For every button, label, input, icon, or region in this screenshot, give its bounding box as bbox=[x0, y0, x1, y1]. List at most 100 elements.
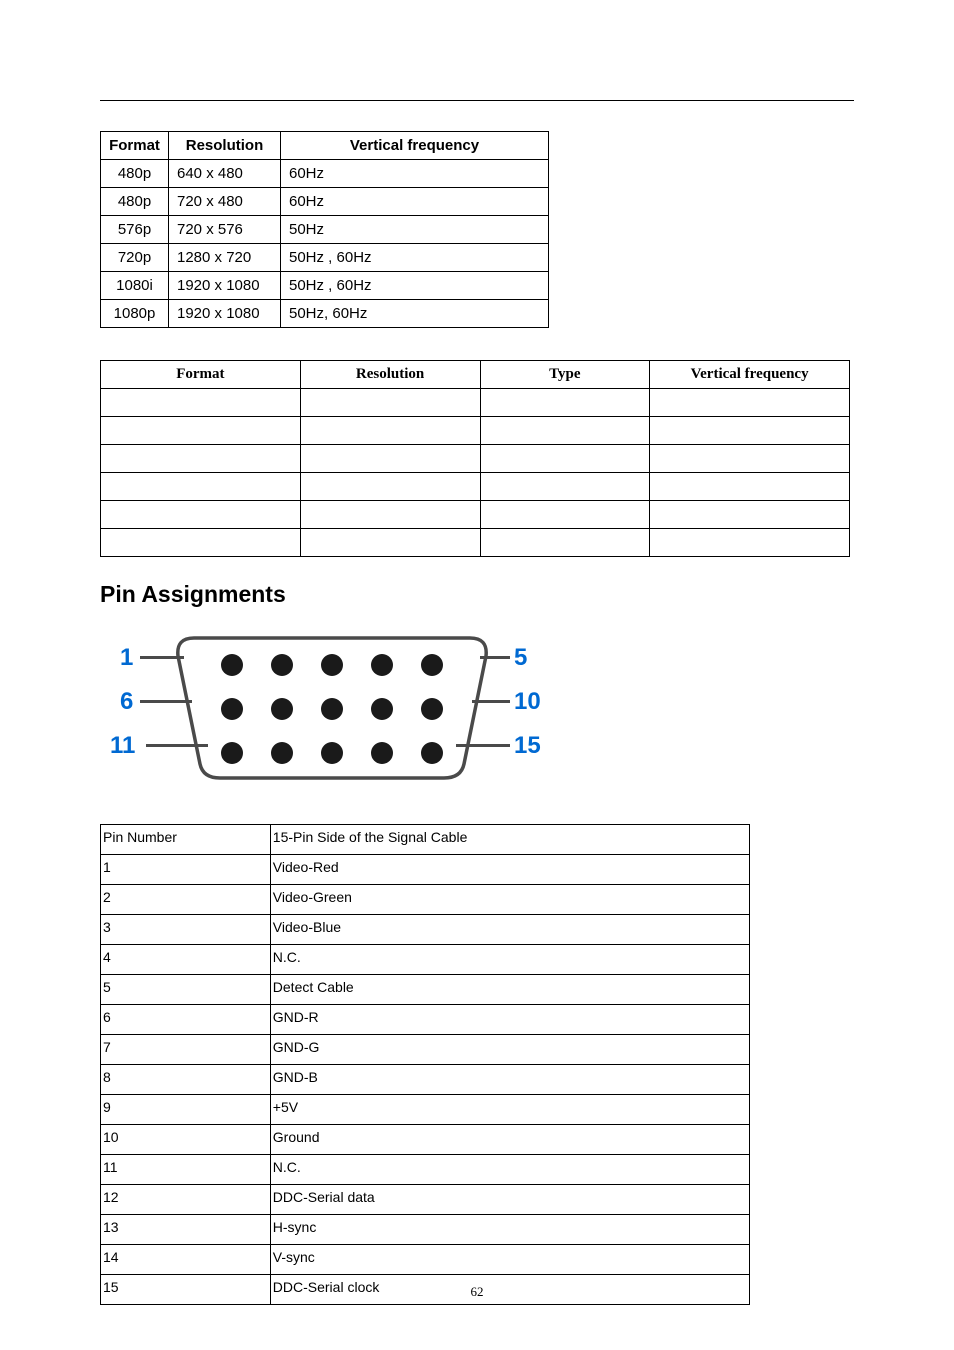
table-row: 10Ground bbox=[101, 1125, 750, 1155]
table-row: 11N.C. bbox=[101, 1155, 750, 1185]
table-row bbox=[101, 389, 850, 417]
table-row bbox=[101, 473, 850, 501]
t1-cell: 480p bbox=[101, 160, 169, 188]
t3-cell-pin: 11 bbox=[101, 1155, 271, 1185]
table-row: 2Video-Green bbox=[101, 885, 750, 915]
t2-cell bbox=[101, 445, 301, 473]
t2-cell bbox=[101, 529, 301, 557]
t3-cell-desc: GND-G bbox=[270, 1035, 749, 1065]
t2-cell bbox=[300, 417, 480, 445]
t1-cell: 50Hz , 60Hz bbox=[281, 272, 549, 300]
t3-cell-pin: 6 bbox=[101, 1005, 271, 1035]
t1-cell: 1080i bbox=[101, 272, 169, 300]
t3-cell-desc: N.C. bbox=[270, 945, 749, 975]
t2-cell bbox=[650, 389, 850, 417]
pin-icon bbox=[321, 742, 343, 764]
t3-cell-pin: 13 bbox=[101, 1215, 271, 1245]
table-row bbox=[101, 529, 850, 557]
t3-cell-pin: 4 bbox=[101, 945, 271, 975]
t3-cell-desc: Ground bbox=[270, 1125, 749, 1155]
t3-cell-pin: 8 bbox=[101, 1065, 271, 1095]
t2-cell bbox=[650, 417, 850, 445]
table-row: 7GND-G bbox=[101, 1035, 750, 1065]
table-row: 9+5V bbox=[101, 1095, 750, 1125]
table-row bbox=[101, 445, 850, 473]
t2-cell bbox=[300, 389, 480, 417]
table-row: 1Video-Red bbox=[101, 855, 750, 885]
pin-icon bbox=[321, 654, 343, 676]
table-row: 1080p1920 x 108050Hz, 60Hz bbox=[101, 300, 549, 328]
pin-label-1: 1 bbox=[120, 644, 133, 672]
table-row: 14V-sync bbox=[101, 1245, 750, 1275]
table-row: 3Video-Blue bbox=[101, 915, 750, 945]
t3-cell-desc: Video-Blue bbox=[270, 915, 749, 945]
pin-assignment-table: Pin Number 15-Pin Side of the Signal Cab… bbox=[100, 824, 750, 1305]
t2-cell bbox=[101, 501, 301, 529]
pin-icon bbox=[221, 742, 243, 764]
t2-cell bbox=[101, 473, 301, 501]
t2-cell bbox=[480, 473, 650, 501]
t3-cell-pin: 3 bbox=[101, 915, 271, 945]
pin-icon bbox=[371, 698, 393, 720]
pin-label-5: 5 bbox=[514, 644, 527, 672]
pin-row-2 bbox=[172, 698, 492, 720]
t3-cell-desc: V-sync bbox=[270, 1245, 749, 1275]
table-row: 576p720 x 57650Hz bbox=[101, 216, 549, 244]
t2-cell bbox=[300, 473, 480, 501]
t3-cell-desc: Video-Green bbox=[270, 885, 749, 915]
t1-header-vf: Vertical frequency bbox=[281, 132, 549, 160]
t1-cell: 50Hz , 60Hz bbox=[281, 244, 549, 272]
table-row: 4N.C. bbox=[101, 945, 750, 975]
t3-cell-desc: GND-R bbox=[270, 1005, 749, 1035]
t3-cell-desc: N.C. bbox=[270, 1155, 749, 1185]
video-format-table: Format Resolution Vertical frequency 480… bbox=[100, 131, 549, 328]
pin-label-15: 15 bbox=[514, 732, 541, 760]
t1-cell: 1080p bbox=[101, 300, 169, 328]
t2-header-resolution: Resolution bbox=[300, 361, 480, 389]
t3-cell-desc: DDC-Serial data bbox=[270, 1185, 749, 1215]
table-row: 8GND-B bbox=[101, 1065, 750, 1095]
t2-cell bbox=[480, 445, 650, 473]
page-number: 62 bbox=[0, 1284, 954, 1300]
empty-format-table: Format Resolution Type Vertical frequenc… bbox=[100, 360, 850, 557]
pin-icon bbox=[421, 698, 443, 720]
connector-shell bbox=[172, 634, 492, 782]
table-row: 480p640 x 48060Hz bbox=[101, 160, 549, 188]
t1-cell: 1920 x 1080 bbox=[169, 300, 281, 328]
t1-cell: 640 x 480 bbox=[169, 160, 281, 188]
pin-icon bbox=[321, 698, 343, 720]
t3-cell-pin: 1 bbox=[101, 855, 271, 885]
t1-cell: 1280 x 720 bbox=[169, 244, 281, 272]
t2-cell bbox=[300, 529, 480, 557]
table-row: 12DDC-Serial data bbox=[101, 1185, 750, 1215]
table-row: 5Detect Cable bbox=[101, 975, 750, 1005]
pin-icon bbox=[221, 698, 243, 720]
t1-cell: 50Hz, 60Hz bbox=[281, 300, 549, 328]
t2-cell bbox=[300, 445, 480, 473]
t3-header-desc: 15-Pin Side of the Signal Cable bbox=[270, 825, 749, 855]
t2-cell bbox=[480, 529, 650, 557]
t1-cell: 576p bbox=[101, 216, 169, 244]
pin-icon bbox=[421, 654, 443, 676]
t2-cell bbox=[480, 417, 650, 445]
connector-diagram: 1 6 11 5 10 15 bbox=[112, 626, 562, 796]
pin-icon bbox=[271, 742, 293, 764]
t3-cell-pin: 14 bbox=[101, 1245, 271, 1275]
t2-cell bbox=[650, 529, 850, 557]
t1-header-resolution: Resolution bbox=[169, 132, 281, 160]
table-row: 480p720 x 48060Hz bbox=[101, 188, 549, 216]
t3-cell-desc: +5V bbox=[270, 1095, 749, 1125]
t2-cell bbox=[650, 445, 850, 473]
t3-cell-pin: 10 bbox=[101, 1125, 271, 1155]
pin-icon bbox=[271, 654, 293, 676]
t2-header-vf: Vertical frequency bbox=[650, 361, 850, 389]
table-row: 6GND-R bbox=[101, 1005, 750, 1035]
top-rule bbox=[100, 100, 854, 101]
t3-cell-desc: H-sync bbox=[270, 1215, 749, 1245]
t1-cell: 60Hz bbox=[281, 188, 549, 216]
t1-cell: 480p bbox=[101, 188, 169, 216]
t2-cell bbox=[101, 389, 301, 417]
t3-cell-pin: 9 bbox=[101, 1095, 271, 1125]
pin-row-1 bbox=[172, 654, 492, 676]
table-row: 720p1280 x 72050Hz , 60Hz bbox=[101, 244, 549, 272]
